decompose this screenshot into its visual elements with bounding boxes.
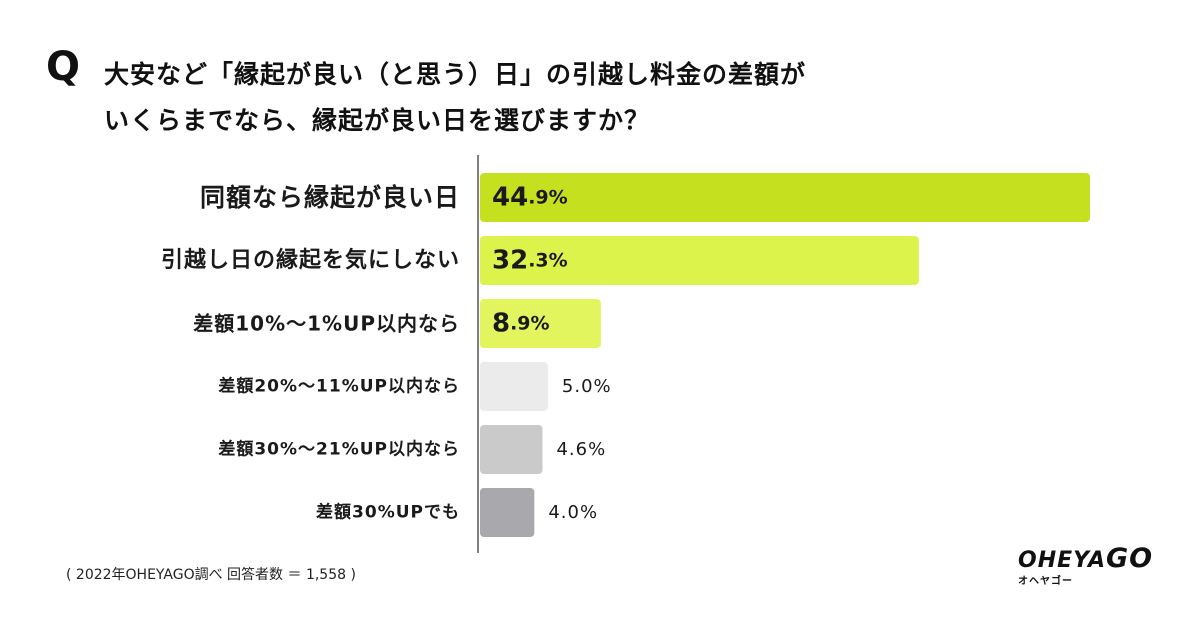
oheyago-logo: OHEYAGO オヘヤゴー xyxy=(1018,543,1158,593)
category-label-5: 差額30%〜21%UP以内なら xyxy=(218,439,460,460)
value-label-1: 44.9% xyxy=(492,183,568,213)
bar-1 xyxy=(480,173,1090,222)
value-label-5: 4.6% xyxy=(556,439,606,460)
bar-4 xyxy=(480,362,548,411)
bar-3 xyxy=(480,299,601,348)
question-line-2: いくらまでなら、縁起が良い日を選びますか？ xyxy=(104,106,651,135)
logo-wordmark-main: OHEYA xyxy=(1018,548,1106,573)
value-label-3: 8.9% xyxy=(492,309,550,339)
logo-wordmark: OHEYAGO xyxy=(1018,543,1158,574)
category-label-2: 引越し日の縁起を気にしない xyxy=(161,247,460,273)
value-label-4: 5.0% xyxy=(562,376,612,397)
bar-2 xyxy=(480,236,919,285)
category-label-6: 差額30%UPでも xyxy=(316,502,460,523)
question-text: 大安など「縁起が良い（と思う）日」の引越し料金の差額が いくらまでなら、縁起が良… xyxy=(104,52,806,144)
footnote: ( 2022年OHEYAGO調べ 回答者数 ＝ 1,558 ) xyxy=(66,567,356,583)
category-label-4: 差額20%〜11%UP以内なら xyxy=(218,376,460,397)
category-label-3: 差額10%〜1%UP以内なら xyxy=(193,312,460,336)
question-mark: Q xyxy=(46,44,81,90)
bar-6 xyxy=(480,488,535,537)
question-line-1: 大安など「縁起が良い（と思う）日」の引越し料金の差額が xyxy=(104,60,807,89)
value-label-2: 32.3% xyxy=(492,246,568,276)
value-label-6: 4.0% xyxy=(548,502,598,523)
category-label-1: 同額なら縁起が良い日 xyxy=(200,183,460,212)
logo-wordmark-go: GO xyxy=(1106,543,1154,574)
logo-subtext: オヘヤゴー xyxy=(1018,576,1073,587)
bar-5 xyxy=(480,425,543,474)
